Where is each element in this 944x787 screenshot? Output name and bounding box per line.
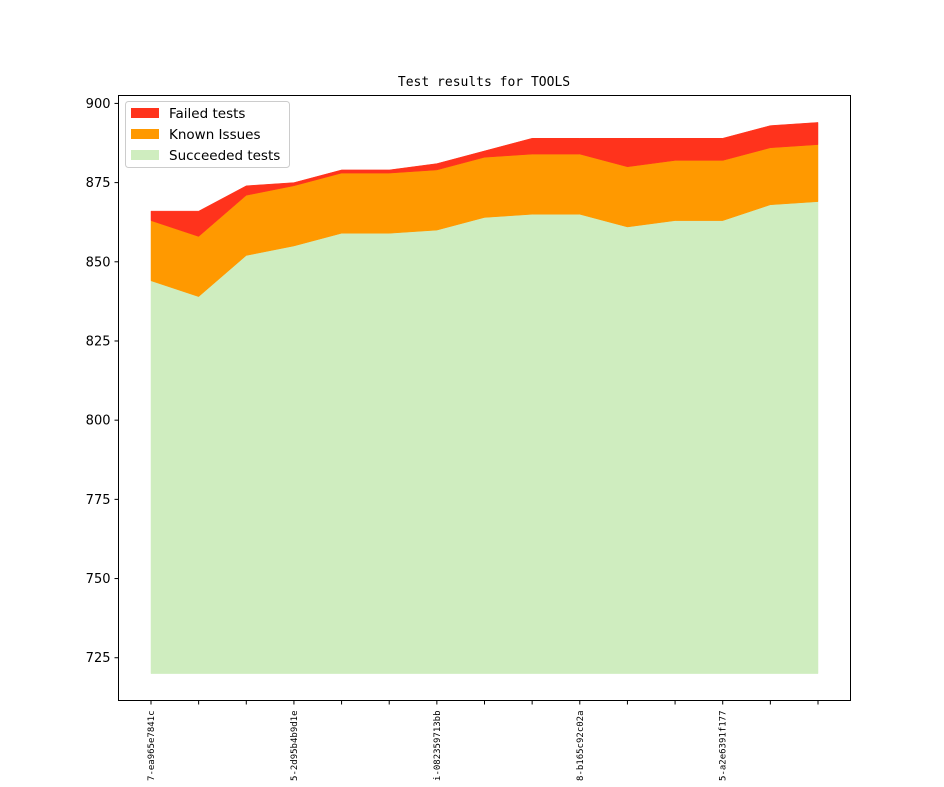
legend-swatch: [131, 129, 159, 139]
x-tick-label: 5-a2e6391f177: [719, 711, 729, 781]
x-tick-label: 5-2d95b4b9d1e: [290, 711, 300, 781]
legend-box: [125, 101, 290, 168]
y-tick-label: 725: [86, 651, 111, 666]
y-tick-label: 875: [86, 176, 111, 191]
area-succeeded-tests: [150, 201, 819, 674]
x-tick-label: 8-b165c92c02a: [576, 711, 586, 781]
y-tick-label: 775: [86, 493, 111, 508]
y-tick-label: 850: [86, 255, 111, 270]
y-tick-label: 825: [86, 334, 111, 349]
legend-label: Succeeded tests: [169, 148, 280, 164]
areas: [150, 122, 819, 674]
legend-label: Failed tests: [169, 106, 245, 122]
legend-label: Known Issues: [169, 127, 261, 143]
legend: Failed tests Known Issues Succeeded tests: [125, 101, 290, 168]
y-axis: 725 750 775 800 825 850 875 900: [86, 97, 119, 666]
legend-swatch: [131, 108, 159, 118]
x-tick-label: 7-ea965e7841c: [147, 711, 157, 781]
legend-swatch: [131, 150, 159, 160]
chart-title: Test results for TOOLS: [398, 75, 570, 90]
y-tick-label: 750: [86, 572, 111, 587]
y-tick-label: 800: [86, 414, 111, 429]
x-tick-label: i-082359713bb: [433, 711, 443, 781]
area-failed-tests: [150, 122, 819, 237]
y-tick-label: 900: [86, 97, 111, 112]
x-axis: 7-ea965e7841c 5-2d95b4b9d1e i-082359713bb 8…: [147, 700, 819, 781]
